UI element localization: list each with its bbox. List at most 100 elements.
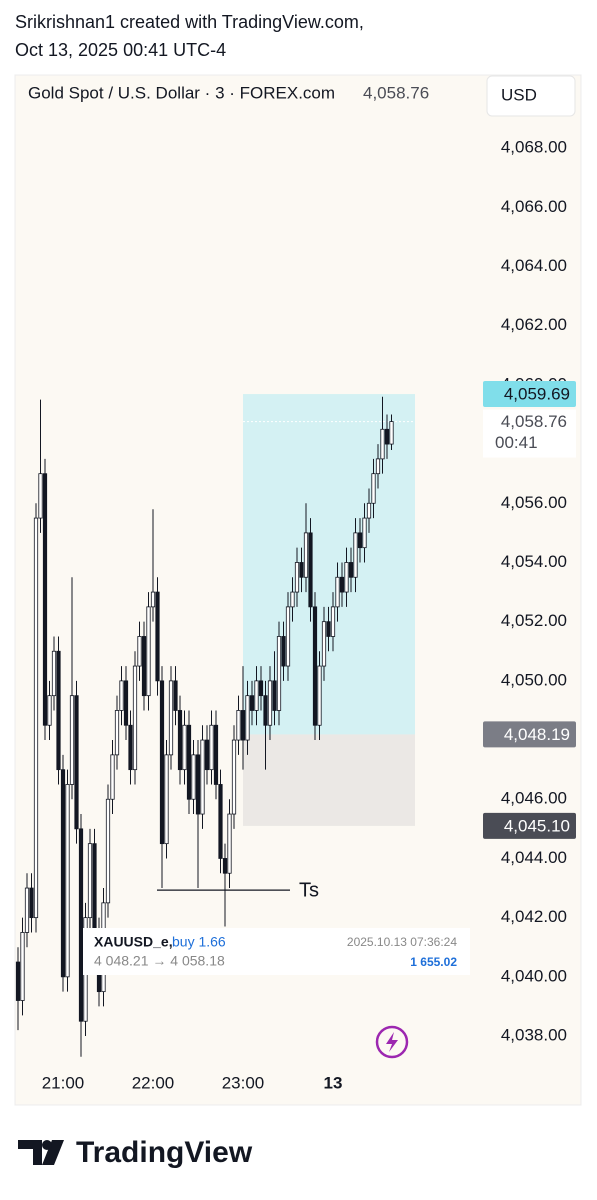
candle-body — [20, 932, 25, 1001]
x-tick-label: 22:00 — [132, 1073, 175, 1092]
trade-time: 2025.10.13 07:36:24 — [347, 935, 457, 949]
candle-body — [15, 961, 21, 1001]
y-tick-label: 4,056.00 — [501, 493, 567, 512]
target-price-box — [483, 381, 576, 408]
candle-body — [308, 532, 313, 608]
candle-body — [200, 739, 205, 815]
candle-body — [294, 562, 300, 593]
candle-body — [137, 636, 142, 667]
candle-body — [56, 650, 61, 771]
candle-body — [380, 428, 385, 460]
trade-prices: 4 048.21 → 4 058.18 — [94, 953, 225, 969]
candle-body — [357, 532, 363, 549]
candle-body — [254, 680, 259, 711]
candle-body — [209, 724, 214, 771]
logo — [18, 1140, 64, 1165]
candle-body — [366, 502, 372, 519]
ts-label: Ts — [299, 879, 319, 901]
x-tick-label: 21:00 — [42, 1073, 85, 1092]
candle-body — [285, 606, 291, 667]
candle-body — [150, 591, 156, 608]
candle-body — [69, 695, 75, 785]
candle-body — [317, 665, 322, 726]
y-tick-label: 4,042.00 — [501, 907, 567, 926]
candle-body — [155, 591, 160, 682]
y-tick-label: 4,064.00 — [501, 256, 567, 275]
candle-body — [276, 636, 282, 711]
candle-body — [195, 754, 201, 815]
candle-body — [326, 621, 331, 637]
lightning-circle[interactable] — [375, 1025, 409, 1059]
y-tick-label: 4,046.00 — [501, 789, 567, 808]
candle-body — [231, 739, 237, 815]
candle-body — [132, 665, 138, 771]
candle-body — [186, 724, 192, 800]
candle-body — [353, 532, 358, 578]
entry-price: 4,048.19 — [504, 725, 570, 744]
candle-body — [159, 680, 165, 845]
candle-body — [182, 724, 187, 771]
candle-body — [371, 473, 376, 504]
candle-body — [240, 710, 246, 741]
candle-body — [222, 858, 228, 874]
candle-body — [177, 710, 183, 771]
lightning-button[interactable] — [375, 1025, 409, 1059]
candle-body — [267, 680, 273, 726]
candle-body — [146, 606, 151, 697]
trade-profit: 1 655.02 — [410, 955, 457, 969]
logo-dot — [42, 1140, 52, 1150]
candle-body — [164, 754, 169, 845]
candle-body — [141, 636, 147, 697]
candle-body — [384, 428, 390, 445]
header-price: 4,058.76 — [363, 83, 429, 102]
candle-body — [60, 769, 66, 978]
candle-body — [87, 843, 93, 919]
candle-body — [227, 813, 232, 874]
candle-body — [330, 606, 336, 637]
y-tick-label: 4,040.00 — [501, 966, 567, 985]
target-price: 4,059.69 — [504, 385, 570, 404]
candle-body — [339, 576, 345, 593]
candle-body — [173, 680, 178, 711]
lightning-icon[interactable] — [386, 1032, 398, 1052]
candle-body — [263, 695, 268, 726]
candle-body — [258, 680, 264, 697]
countdown: 00:41 — [495, 433, 538, 452]
last-price-box — [483, 409, 576, 458]
candle-body — [78, 828, 84, 1022]
candle-body — [114, 710, 120, 756]
candle-body — [128, 724, 133, 771]
candle-body — [389, 421, 394, 445]
candle-body — [236, 710, 241, 741]
candle-body — [218, 784, 223, 859]
candle-body — [119, 680, 124, 711]
candle-body — [213, 724, 219, 785]
candle-body — [204, 739, 210, 771]
date-line: Oct 13, 2025 00:41 UTC-4 — [15, 40, 227, 60]
target-zone — [243, 394, 415, 735]
y-tick-label: 4,052.00 — [501, 611, 567, 630]
y-tick-label: 4,062.00 — [501, 315, 567, 334]
trade-symbol: XAUUSD_e, — [94, 934, 173, 950]
y-tick-label: 4,068.00 — [501, 138, 567, 157]
y-tick-label: 4,038.00 — [501, 1026, 567, 1045]
trade-side: buy 1.66 — [172, 934, 226, 950]
candle-body — [362, 517, 367, 549]
candle-body — [42, 473, 48, 726]
candle-body — [299, 562, 304, 578]
candle-body — [290, 591, 295, 608]
candle-body — [92, 843, 97, 933]
trade-note-box — [83, 928, 470, 975]
candle-body — [110, 754, 115, 800]
candle-body — [29, 887, 34, 919]
candle-body — [245, 695, 250, 741]
stop-price-box — [483, 812, 576, 839]
currency-button[interactable] — [486, 75, 576, 117]
candle-body — [74, 695, 79, 830]
author-line: Srikrishnan1 created with TradingView.co… — [15, 12, 364, 32]
currency[interactable]: USD — [501, 85, 537, 104]
candle-body — [191, 754, 196, 800]
candle-body — [312, 606, 318, 726]
